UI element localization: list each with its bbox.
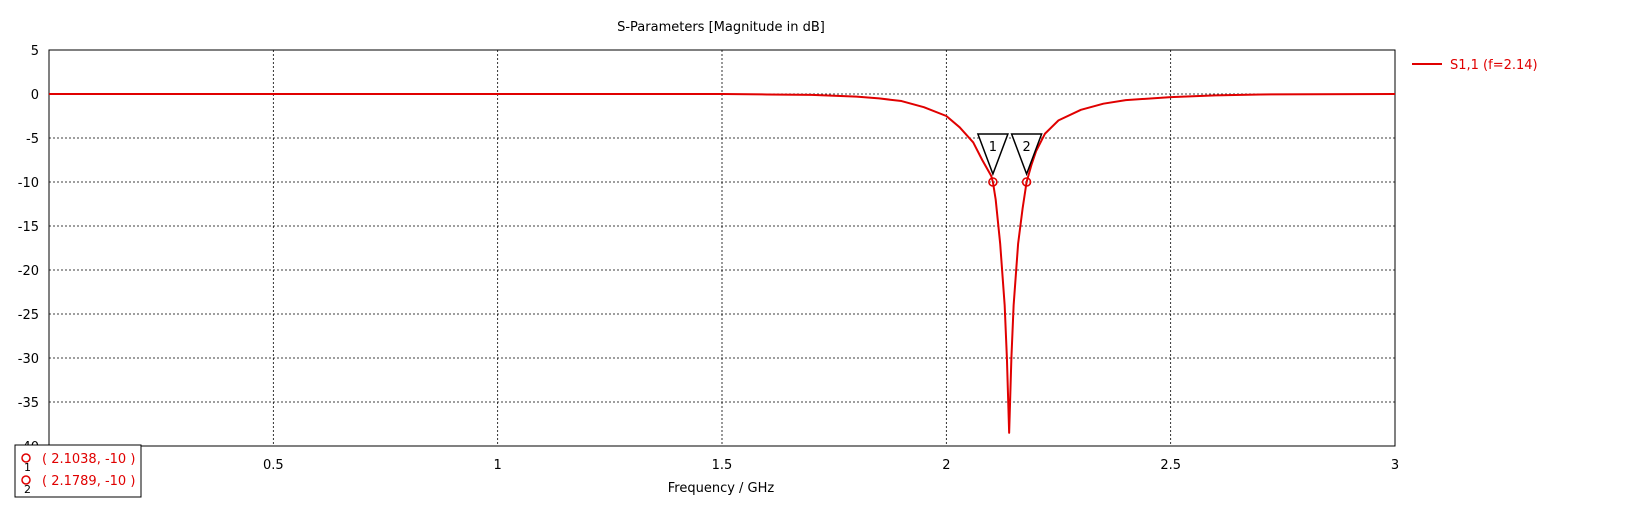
legend-label: S1,1 (f=2.14) [1450, 58, 1538, 73]
grid [49, 50, 1395, 446]
series-layer [49, 93, 1396, 434]
x-tick-label: 2 [942, 458, 950, 473]
y-tick-label: -10 [18, 176, 39, 191]
marker-readout-index: 2 [24, 483, 31, 496]
marker-readout-icon [21, 453, 31, 463]
plot-frame [48, 49, 1396, 447]
x-tick-label: 1.5 [712, 458, 733, 473]
series-line [49, 93, 1396, 434]
marker-readout-box: 1 ( 2.1038, -10 ) 2 ( 2.1789, -10 ) [14, 444, 142, 498]
y-tick-label: 5 [31, 44, 39, 59]
marker-readout-index: 1 [24, 461, 31, 474]
marker-readout-value: ( 2.1038, -10 ) [42, 452, 135, 467]
x-tick-label: 3 [1391, 458, 1399, 473]
marker-flag [976, 133, 1009, 177]
marker-readout-frame [14, 444, 142, 498]
y-tick-label: -25 [18, 308, 39, 323]
y-tick-label: -30 [18, 352, 39, 367]
x-tick-label: 2.5 [1160, 458, 1181, 473]
marker-flag [1010, 133, 1043, 177]
x-axis-label: Frequency / GHz [668, 481, 775, 496]
x-tick-label: 0.5 [263, 458, 284, 473]
y-tick-label: -20 [18, 264, 39, 279]
y-tick-label: -5 [26, 132, 39, 147]
marker-point [988, 177, 998, 187]
y-axis-ticks: 50-5-10-15-20-25-30-35-40 [18, 44, 39, 455]
marker-readout-value: ( 2.1789, -10 ) [42, 474, 135, 489]
legend: S1,1 (f=2.14) [1412, 58, 1538, 73]
marker-point [1021, 177, 1032, 187]
y-tick-label: -35 [18, 396, 39, 411]
y-tick-label: 0 [31, 88, 39, 103]
x-tick-label: 1 [494, 458, 502, 473]
y-tick-label: -15 [18, 220, 39, 235]
marker-readout-icon [21, 475, 31, 485]
x-axis-ticks: 0.5 1 1.5 2 2.5 3 [263, 458, 1399, 473]
marker-flag-label: 2 [1022, 140, 1030, 155]
chart-title: S-Parameters [Magnitude in dB] [617, 20, 825, 35]
marker-flag-label: 1 [989, 140, 997, 155]
